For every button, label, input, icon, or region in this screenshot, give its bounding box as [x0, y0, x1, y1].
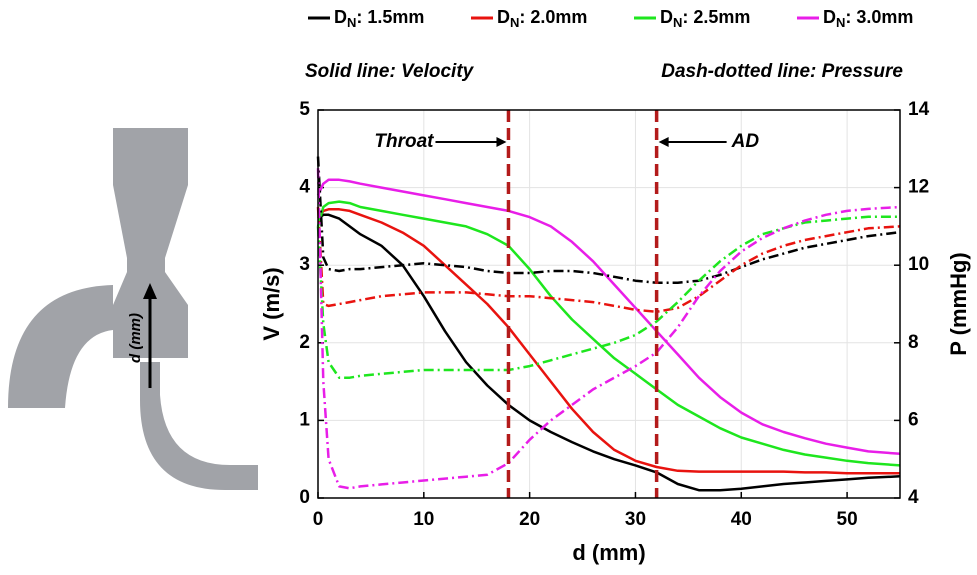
x-tick-label: 30 [625, 509, 646, 530]
d-arrow-head [143, 283, 157, 299]
x-tick-label: 10 [413, 509, 434, 530]
y-tick-label: 1 [299, 409, 310, 430]
note-velocity: Solid line: Velocity [305, 61, 475, 82]
y-tick-label: 2 [299, 332, 310, 353]
outlet-pipe [140, 362, 258, 490]
y-tick-label: 3 [299, 254, 310, 275]
legend-label: DN: 2.5mm [660, 7, 750, 31]
velocity-line [316, 200, 901, 467]
x-tick-label: 50 [837, 509, 858, 530]
y2-axis-label: P (mmHg) [946, 252, 971, 356]
y2-tick-label: 12 [908, 177, 929, 198]
nozzle-body [8, 128, 188, 408]
x-tick-label: 0 [313, 509, 324, 530]
pressure-line [316, 156, 901, 284]
y2-tick-label: 10 [908, 254, 929, 275]
y-axis-label: V (m/s) [259, 267, 284, 340]
pressure-line [316, 206, 901, 314]
y2-tick-label: 4 [908, 487, 919, 508]
velocity-line [316, 208, 900, 475]
note-pressure: Dash-dotted line: Pressure [661, 61, 903, 82]
y-tick-label: 5 [299, 99, 310, 120]
pressure-line [316, 168, 901, 490]
y2-tick-label: 6 [908, 409, 919, 430]
x-tick-label: 40 [731, 509, 752, 530]
diagram-label: d (mm) [127, 313, 144, 363]
x-axis-label: d (mm) [572, 540, 645, 565]
y-tick-label: 4 [299, 177, 310, 198]
annotation-text: Throat [374, 131, 434, 152]
legend-label: DN: 2.0mm [497, 7, 587, 31]
y2-tick-label: 8 [908, 332, 919, 353]
legend-label: DN: 3.0mm [823, 7, 913, 31]
annotation-arrow-head [658, 137, 669, 147]
plot-frame [317, 109, 901, 499]
annotation-text: AD [731, 131, 760, 152]
x-tick-label: 20 [519, 509, 540, 530]
velocity-line [316, 178, 901, 456]
y-tick-label: 0 [299, 487, 310, 508]
y2-tick-label: 14 [908, 99, 930, 120]
nozzle-diagram: d (mm) [8, 128, 258, 490]
annotation-arrow-head [496, 137, 507, 147]
velocity-line [317, 213, 901, 492]
legend-label: DN: 1.5mm [334, 7, 424, 31]
